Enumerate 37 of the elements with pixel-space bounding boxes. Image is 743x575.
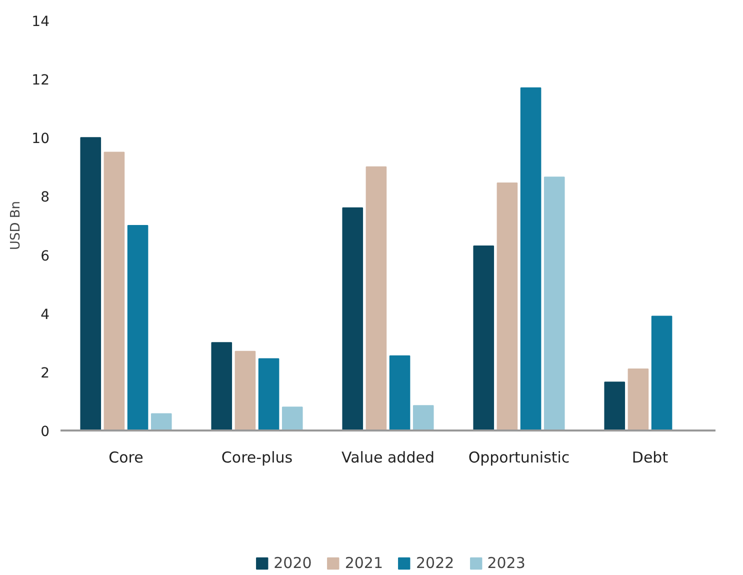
bar (412, 405, 434, 430)
bar (127, 225, 148, 430)
bar (211, 342, 232, 430)
bar (282, 406, 303, 430)
bar (258, 358, 280, 430)
bar (473, 246, 494, 430)
y-tick-label: 4 (40, 306, 50, 323)
bar (628, 368, 649, 430)
x-tick-label: Debt (632, 448, 668, 466)
y-tick-label: 0 (40, 424, 50, 440)
bar (520, 87, 542, 430)
legend-label: 2021 (344, 554, 383, 572)
legend-label: 2020 (274, 554, 312, 572)
y-tick-label: 6 (40, 248, 50, 264)
x-tick-label: Core-plus (221, 448, 293, 466)
bar (496, 182, 518, 430)
legend-label: 2023 (487, 554, 526, 572)
bar (389, 355, 410, 430)
x-tick-label: Core (108, 448, 144, 466)
bar (234, 350, 256, 430)
bar (150, 413, 172, 430)
bar (604, 382, 626, 430)
x-tick-label: Value added (342, 448, 434, 466)
bar (544, 176, 565, 430)
y-tick-label: 12 (32, 72, 50, 89)
y-tick-label: 10 (32, 131, 50, 148)
bar (342, 207, 364, 430)
x-tick-label: Opportunistic (468, 448, 570, 466)
y-tick-label: 14 (32, 14, 50, 30)
y-axis-title: USD Bn (8, 200, 24, 250)
bar (651, 316, 672, 430)
bar (80, 137, 102, 430)
y-tick-label: 2 (40, 365, 50, 382)
legend-label: 2022 (416, 554, 454, 572)
bar (366, 166, 387, 430)
bar (104, 152, 125, 430)
y-tick-label: 8 (40, 190, 50, 206)
